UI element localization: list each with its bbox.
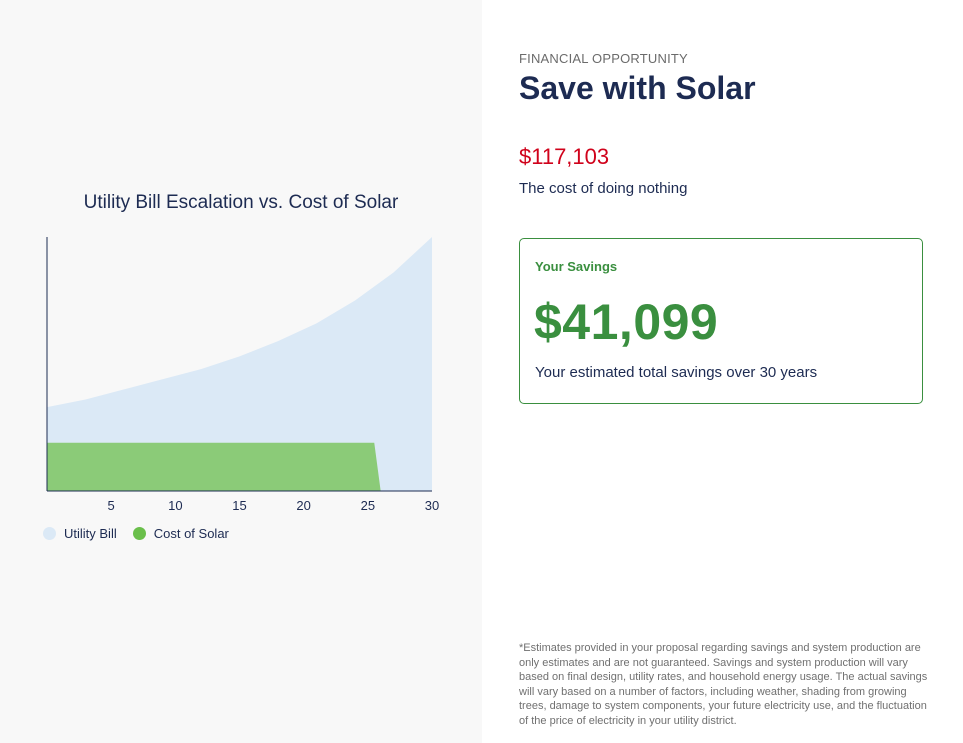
x-tick-label: 15 <box>232 498 246 513</box>
legend-item-cost-of-solar: Cost of Solar <box>132 526 229 541</box>
section-eyebrow: FINANCIAL OPPORTUNITY <box>519 51 688 66</box>
area-utility-bill <box>47 237 432 491</box>
savings-value: $41,099 <box>534 294 719 350</box>
area-chart: 5 10 15 20 25 30 <box>46 237 439 513</box>
area-cost-of-solar <box>47 442 432 491</box>
x-tick-label: 25 <box>361 498 375 513</box>
chart-legend: Utility Bill Cost of Solar <box>43 526 245 541</box>
x-tick-label: 30 <box>425 498 439 513</box>
x-tick-label: 5 <box>108 498 115 513</box>
page-title: Save with Solar <box>519 70 756 106</box>
savings-label: Your Savings <box>535 259 618 274</box>
x-tick-label: 20 <box>296 498 310 513</box>
legend-swatch-utility-bill <box>43 527 56 540</box>
chart-panel: Utility Bill Escalation vs. Cost of Sola… <box>43 192 440 541</box>
cost-of-doing-nothing-value: $117,103 <box>519 144 610 169</box>
disclaimer-text: *Estimates provided in your proposal reg… <box>519 642 928 727</box>
legend-label-cost-of-solar: Cost of Solar <box>153 526 229 541</box>
legend-swatch-cost-of-solar <box>132 527 146 540</box>
legend-item-utility-bill: Utility Bill <box>43 526 117 541</box>
legend-label-utility-bill: Utility Bill <box>64 526 117 541</box>
cost-of-doing-nothing-caption: The cost of doing nothing <box>519 180 688 197</box>
info-panel: FINANCIAL OPPORTUNITY Save with Solar $1… <box>482 0 963 743</box>
chart-title: Utility Bill Escalation vs. Cost of Sola… <box>83 192 399 213</box>
x-tick-label: 10 <box>168 498 182 513</box>
savings-caption: Your estimated total savings over 30 yea… <box>535 364 818 381</box>
savings-card: Your Savings $41,099 Your estimated tota… <box>519 238 923 404</box>
